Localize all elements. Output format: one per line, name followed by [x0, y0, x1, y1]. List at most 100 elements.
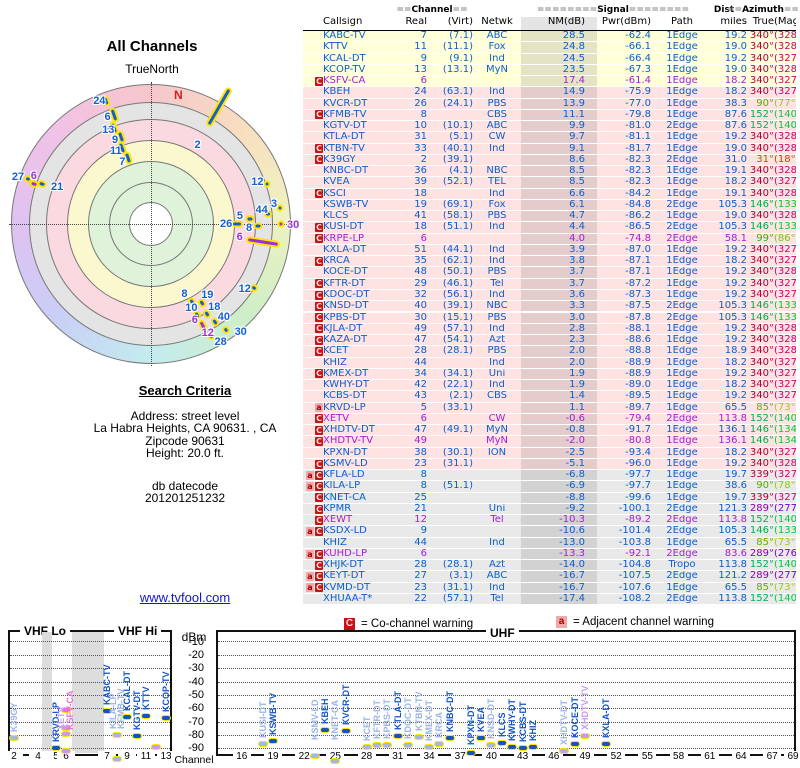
cell-magn: (133°)	[774, 526, 796, 537]
radar-marker	[277, 220, 285, 228]
table-row: C KCET 28 (28.1) PBS 2.0 -88.8 1Edge 18.9 340° (32…	[303, 346, 796, 358]
cell-callsign: KDOC-DT	[323, 289, 370, 300]
cell-miles: 105.3	[718, 199, 747, 210]
col-header-pwr: Pwr(dBm)	[601, 17, 651, 27]
cell-magn: (328°)	[774, 267, 796, 278]
signal-bar	[361, 743, 372, 750]
cell-nm: 4.0	[521, 233, 597, 244]
axis-tick-label: 46	[544, 751, 563, 763]
warning-flags	[303, 132, 323, 142]
cell-miles: 19.2	[724, 132, 747, 143]
adjacent-warning-icon: a	[556, 616, 567, 628]
cell-virt: (31.1)	[442, 458, 473, 469]
dbm-tick-label: -10	[188, 635, 204, 648]
cell-miles: 105.3	[718, 222, 747, 233]
adjacent-warning-icon: a	[306, 549, 314, 559]
radar-title: All Channels	[106, 38, 198, 55]
cell-magn: (133°)	[774, 301, 796, 312]
cell-virt: (31.1)	[442, 582, 473, 593]
cell-real: 6	[420, 548, 427, 559]
cell-path: 1Edge	[666, 53, 698, 64]
cell-netwk: CBS	[486, 391, 507, 402]
col-header-real: Real	[405, 17, 427, 27]
cell-callsign: KRVD-LP	[323, 402, 366, 413]
cell-path: 1Edge	[666, 289, 698, 300]
cell-pwr: -67.3	[625, 64, 651, 75]
cell-virt	[427, 76, 473, 86]
cell-true: 99°	[756, 233, 774, 244]
cell-nm: 23.5	[521, 64, 597, 76]
cell-path: 1Edge	[666, 380, 698, 391]
warning-flags: C	[303, 256, 323, 266]
cell-magn: (328°)	[774, 346, 796, 357]
cell-virt: (57.1)	[442, 323, 473, 334]
signal-bar	[413, 734, 424, 741]
bar-callsign-label: KCBS-DT	[517, 701, 528, 742]
cell-magn: (327°)	[774, 447, 796, 458]
cell-magn: (327°)	[774, 357, 796, 368]
cell-magn: (78°)	[774, 481, 796, 492]
cell-netwk	[473, 155, 521, 165]
axis-tick-label: 43	[513, 751, 532, 763]
cell-virt: (15.1)	[442, 312, 473, 323]
axis-tick-label: 4	[29, 751, 47, 763]
gridline	[10, 748, 170, 750]
radar-channel-label: 30	[287, 219, 300, 231]
cell-real: 30	[414, 312, 427, 323]
cell-pwr: -89.5	[625, 391, 651, 402]
db-datecode-label: db datecode	[151, 478, 219, 493]
warning-flags: C	[303, 436, 323, 446]
search-criteria: Search Criteria Address: street level La…	[55, 384, 315, 505]
cell-netwk: CW	[488, 413, 506, 424]
cell-nm: 28.5	[521, 31, 597, 42]
cell-magn: (133°)	[774, 312, 796, 323]
table-row: C KAZA-DT 47 (54.1) Azt 2.3 -88.6 1Edge 19.2 340°…	[303, 335, 796, 347]
cell-magn: (134°)	[774, 436, 796, 447]
cell-real: 11	[414, 42, 427, 53]
cell-path: 1Edge	[666, 492, 698, 503]
cell-pwr: -77.0	[625, 98, 651, 109]
cell-callsign: KNSD-DT	[323, 301, 369, 312]
cell-magn: (277°)	[774, 571, 796, 582]
vhf-gap-band	[72, 632, 104, 753]
cell-true: 146°	[749, 199, 774, 210]
cell-miles: 18.2	[724, 447, 747, 458]
warning-flags: C	[303, 346, 323, 356]
warning-flags	[303, 594, 323, 604]
cell-path: 2Edge	[666, 594, 698, 604]
cell-magn: (328°)	[774, 323, 796, 334]
cell-virt: (5.1)	[449, 132, 473, 143]
gridline	[10, 641, 170, 643]
cell-path: 2Edge	[666, 199, 698, 210]
cell-callsign: KABC-TV	[323, 31, 366, 41]
cell-pwr: -75.9	[625, 87, 651, 98]
bar-callsign-label: KCAL-DT	[122, 670, 132, 711]
cell-callsign: KUHD-LP	[323, 548, 368, 559]
axis-tick-label: 6	[57, 751, 75, 763]
warning-flags	[303, 380, 323, 390]
cell-callsign: KHIZ	[323, 537, 347, 548]
dbm-tick-label: -40	[188, 675, 204, 688]
warning-flags: C	[303, 110, 323, 120]
cell-virt	[427, 549, 473, 559]
cell-miles: 38.6	[724, 481, 747, 492]
bar-callsign-label: KDOC-DT	[403, 697, 414, 739]
cell-callsign: KTTV	[323, 42, 348, 53]
signal-bar	[528, 743, 538, 750]
cell-magn: (327°)	[774, 470, 796, 481]
table-row: KGTV-DT 10 (10.1) ABC 9.9 -81.0 2Edge 87.6 152°(…	[303, 121, 796, 133]
co-channel-warning-icon: C	[315, 110, 323, 120]
cell-virt	[427, 358, 473, 368]
axis-tick-label: 37	[451, 751, 470, 763]
cell-magn: (134°)	[774, 425, 796, 436]
axis-tick-label: 34	[420, 751, 438, 763]
cell-true: 85°	[756, 402, 774, 413]
tvfool-link[interactable]: www.tvfool.com	[139, 590, 231, 605]
cell-real: 8	[420, 481, 427, 492]
cell-virt: (62.1)	[442, 256, 473, 267]
gridline	[218, 681, 794, 683]
axis-tick-label: 31	[388, 751, 407, 763]
co-channel-warning-icon: C	[315, 414, 323, 424]
